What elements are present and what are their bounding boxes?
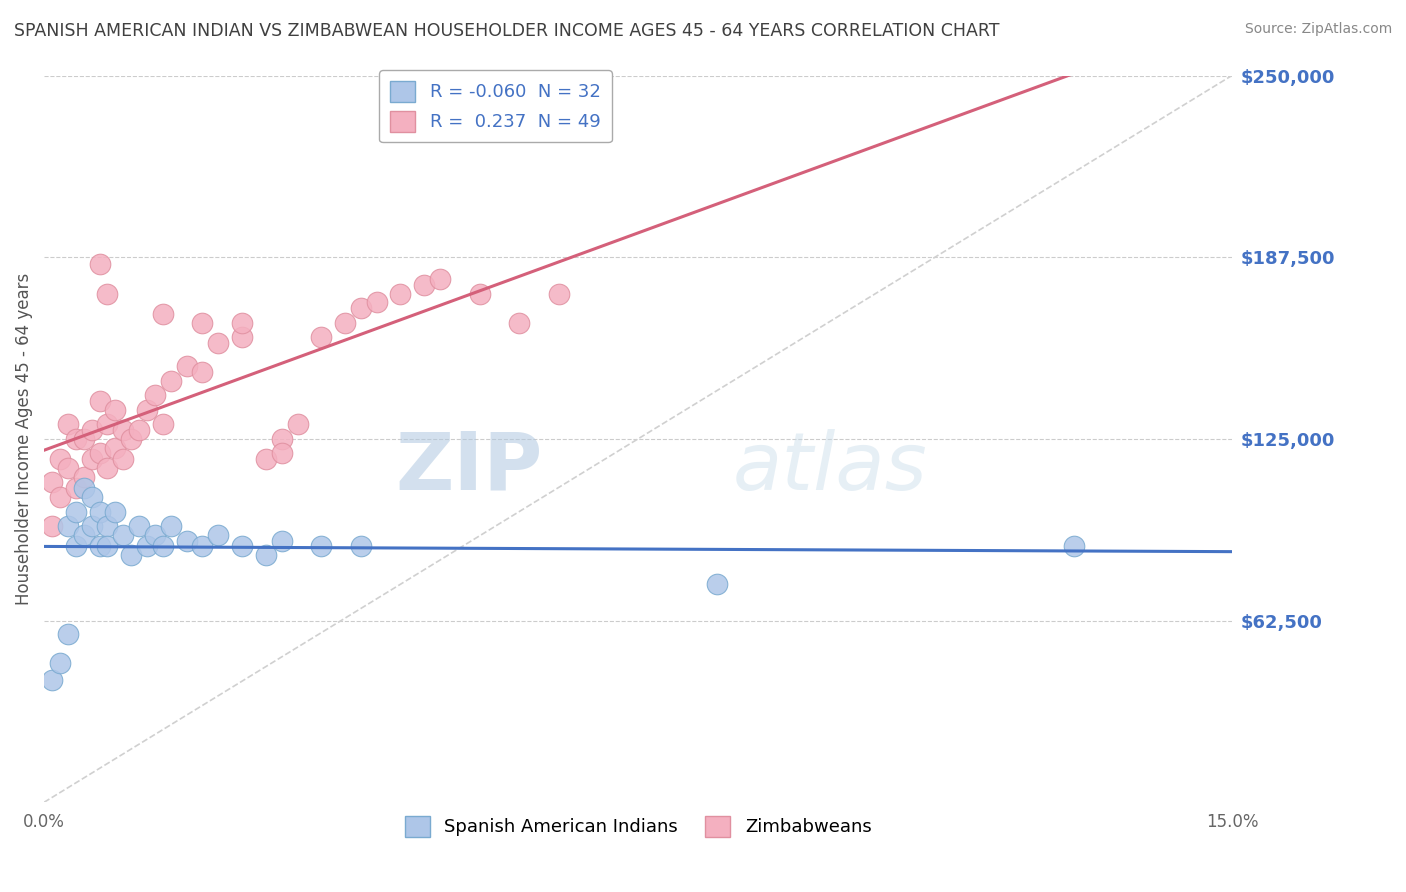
Point [136,540,159,554]
Point [706,577,728,591]
Text: SPANISH AMERICAN INDIAN VS ZIMBABWEAN HOUSEHOLDER INCOME AGES 45 - 64 YEARS CORR: SPANISH AMERICAN INDIAN VS ZIMBABWEAN HO… [14,22,1000,40]
Point [56,461,79,475]
Point [207,335,229,350]
Point [333,316,356,330]
Point [56,519,79,533]
Point [89,257,111,271]
Point [207,528,229,542]
Point [287,417,309,432]
Point [254,452,277,467]
Point [128,519,150,533]
Point [508,316,530,330]
Point [112,452,135,467]
Point [112,528,135,542]
Point [89,394,111,409]
Point [270,446,292,460]
Y-axis label: Householder Income Ages 45 - 64 years: Householder Income Ages 45 - 64 years [15,273,32,605]
Point [56,626,79,640]
Point [270,533,292,548]
Point [136,402,159,417]
Point [128,423,150,437]
Point [176,359,198,374]
Point [547,286,569,301]
Point [49,490,72,504]
Point [104,505,127,519]
Legend: Spanish American Indians, Zimbabweans: Spanish American Indians, Zimbabweans [398,809,879,844]
Point [65,540,87,554]
Point [389,286,412,301]
Point [152,540,174,554]
Point [143,388,166,402]
Point [468,286,491,301]
Text: Source: ZipAtlas.com: Source: ZipAtlas.com [1244,22,1392,37]
Point [89,505,111,519]
Point [80,519,103,533]
Point [80,452,103,467]
Text: atlas: atlas [733,429,928,507]
Point [270,432,292,446]
Point [231,330,253,344]
Point [191,365,214,379]
Point [231,540,253,554]
Point [350,301,373,315]
Point [120,548,142,562]
Point [104,441,127,455]
Point [143,528,166,542]
Point [152,417,174,432]
Point [191,316,214,330]
Point [413,277,436,292]
Point [120,432,142,446]
Point [254,548,277,562]
Point [65,432,87,446]
Text: ZIP: ZIP [395,429,543,507]
Point [80,490,103,504]
Point [49,452,72,467]
Point [96,461,118,475]
Point [159,519,181,533]
Point [309,330,332,344]
Point [96,286,118,301]
Point [56,417,79,432]
Point [89,446,111,460]
Point [309,540,332,554]
Point [49,656,72,670]
Point [96,519,118,533]
Point [73,481,96,495]
Point [350,540,373,554]
Point [176,533,198,548]
Point [112,423,135,437]
Point [65,481,87,495]
Point [191,540,214,554]
Point [41,519,63,533]
Point [73,528,96,542]
Point [104,402,127,417]
Point [96,417,118,432]
Point [159,374,181,388]
Point [1063,540,1085,554]
Point [152,307,174,321]
Point [80,423,103,437]
Point [429,272,451,286]
Point [41,673,63,688]
Point [231,316,253,330]
Point [73,469,96,483]
Point [41,475,63,490]
Point [89,540,111,554]
Point [65,505,87,519]
Point [96,540,118,554]
Point [73,432,96,446]
Point [366,295,388,310]
